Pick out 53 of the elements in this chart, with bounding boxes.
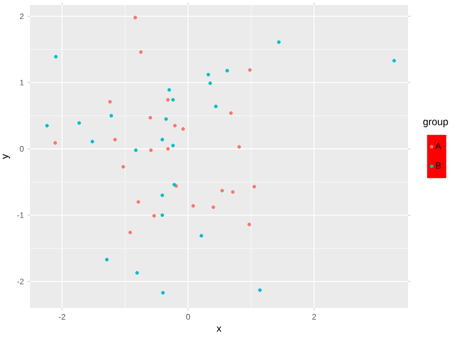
point (128, 230, 132, 234)
point (247, 222, 252, 226)
point (237, 145, 241, 149)
point (171, 144, 175, 148)
point (134, 148, 138, 152)
point (149, 148, 153, 152)
point (160, 213, 164, 217)
point (166, 98, 170, 102)
point (54, 54, 58, 59)
point (161, 290, 165, 295)
point (231, 190, 235, 194)
point (277, 40, 281, 44)
point (206, 72, 210, 76)
point (148, 116, 152, 120)
point (77, 121, 81, 125)
point (135, 271, 139, 275)
point (208, 81, 212, 86)
point (214, 104, 218, 108)
point (45, 124, 49, 128)
point (121, 164, 126, 169)
point (181, 127, 185, 131)
point (252, 184, 256, 188)
point (53, 141, 57, 145)
point (225, 68, 229, 72)
legend-title: group (423, 120, 448, 128)
point (152, 214, 156, 218)
point (160, 138, 164, 142)
point (258, 288, 262, 292)
point (212, 205, 216, 210)
point (136, 200, 140, 204)
point (113, 138, 117, 142)
point (139, 50, 143, 54)
point (166, 147, 170, 151)
point (200, 234, 204, 238)
legend-label: B (436, 162, 441, 169)
point (171, 98, 175, 102)
point (173, 124, 177, 128)
point (167, 88, 172, 92)
point (392, 58, 396, 62)
point (109, 114, 114, 118)
point (164, 117, 168, 121)
point (248, 68, 252, 72)
point (160, 193, 164, 198)
point (133, 16, 138, 20)
y-axis-title: y (2, 154, 10, 159)
point (191, 204, 195, 208)
x-axis-title: x (216, 326, 222, 332)
point (105, 258, 109, 262)
point (90, 140, 94, 144)
point (229, 111, 233, 115)
point (220, 188, 224, 192)
point (108, 100, 112, 104)
legend-label: A (435, 142, 442, 150)
